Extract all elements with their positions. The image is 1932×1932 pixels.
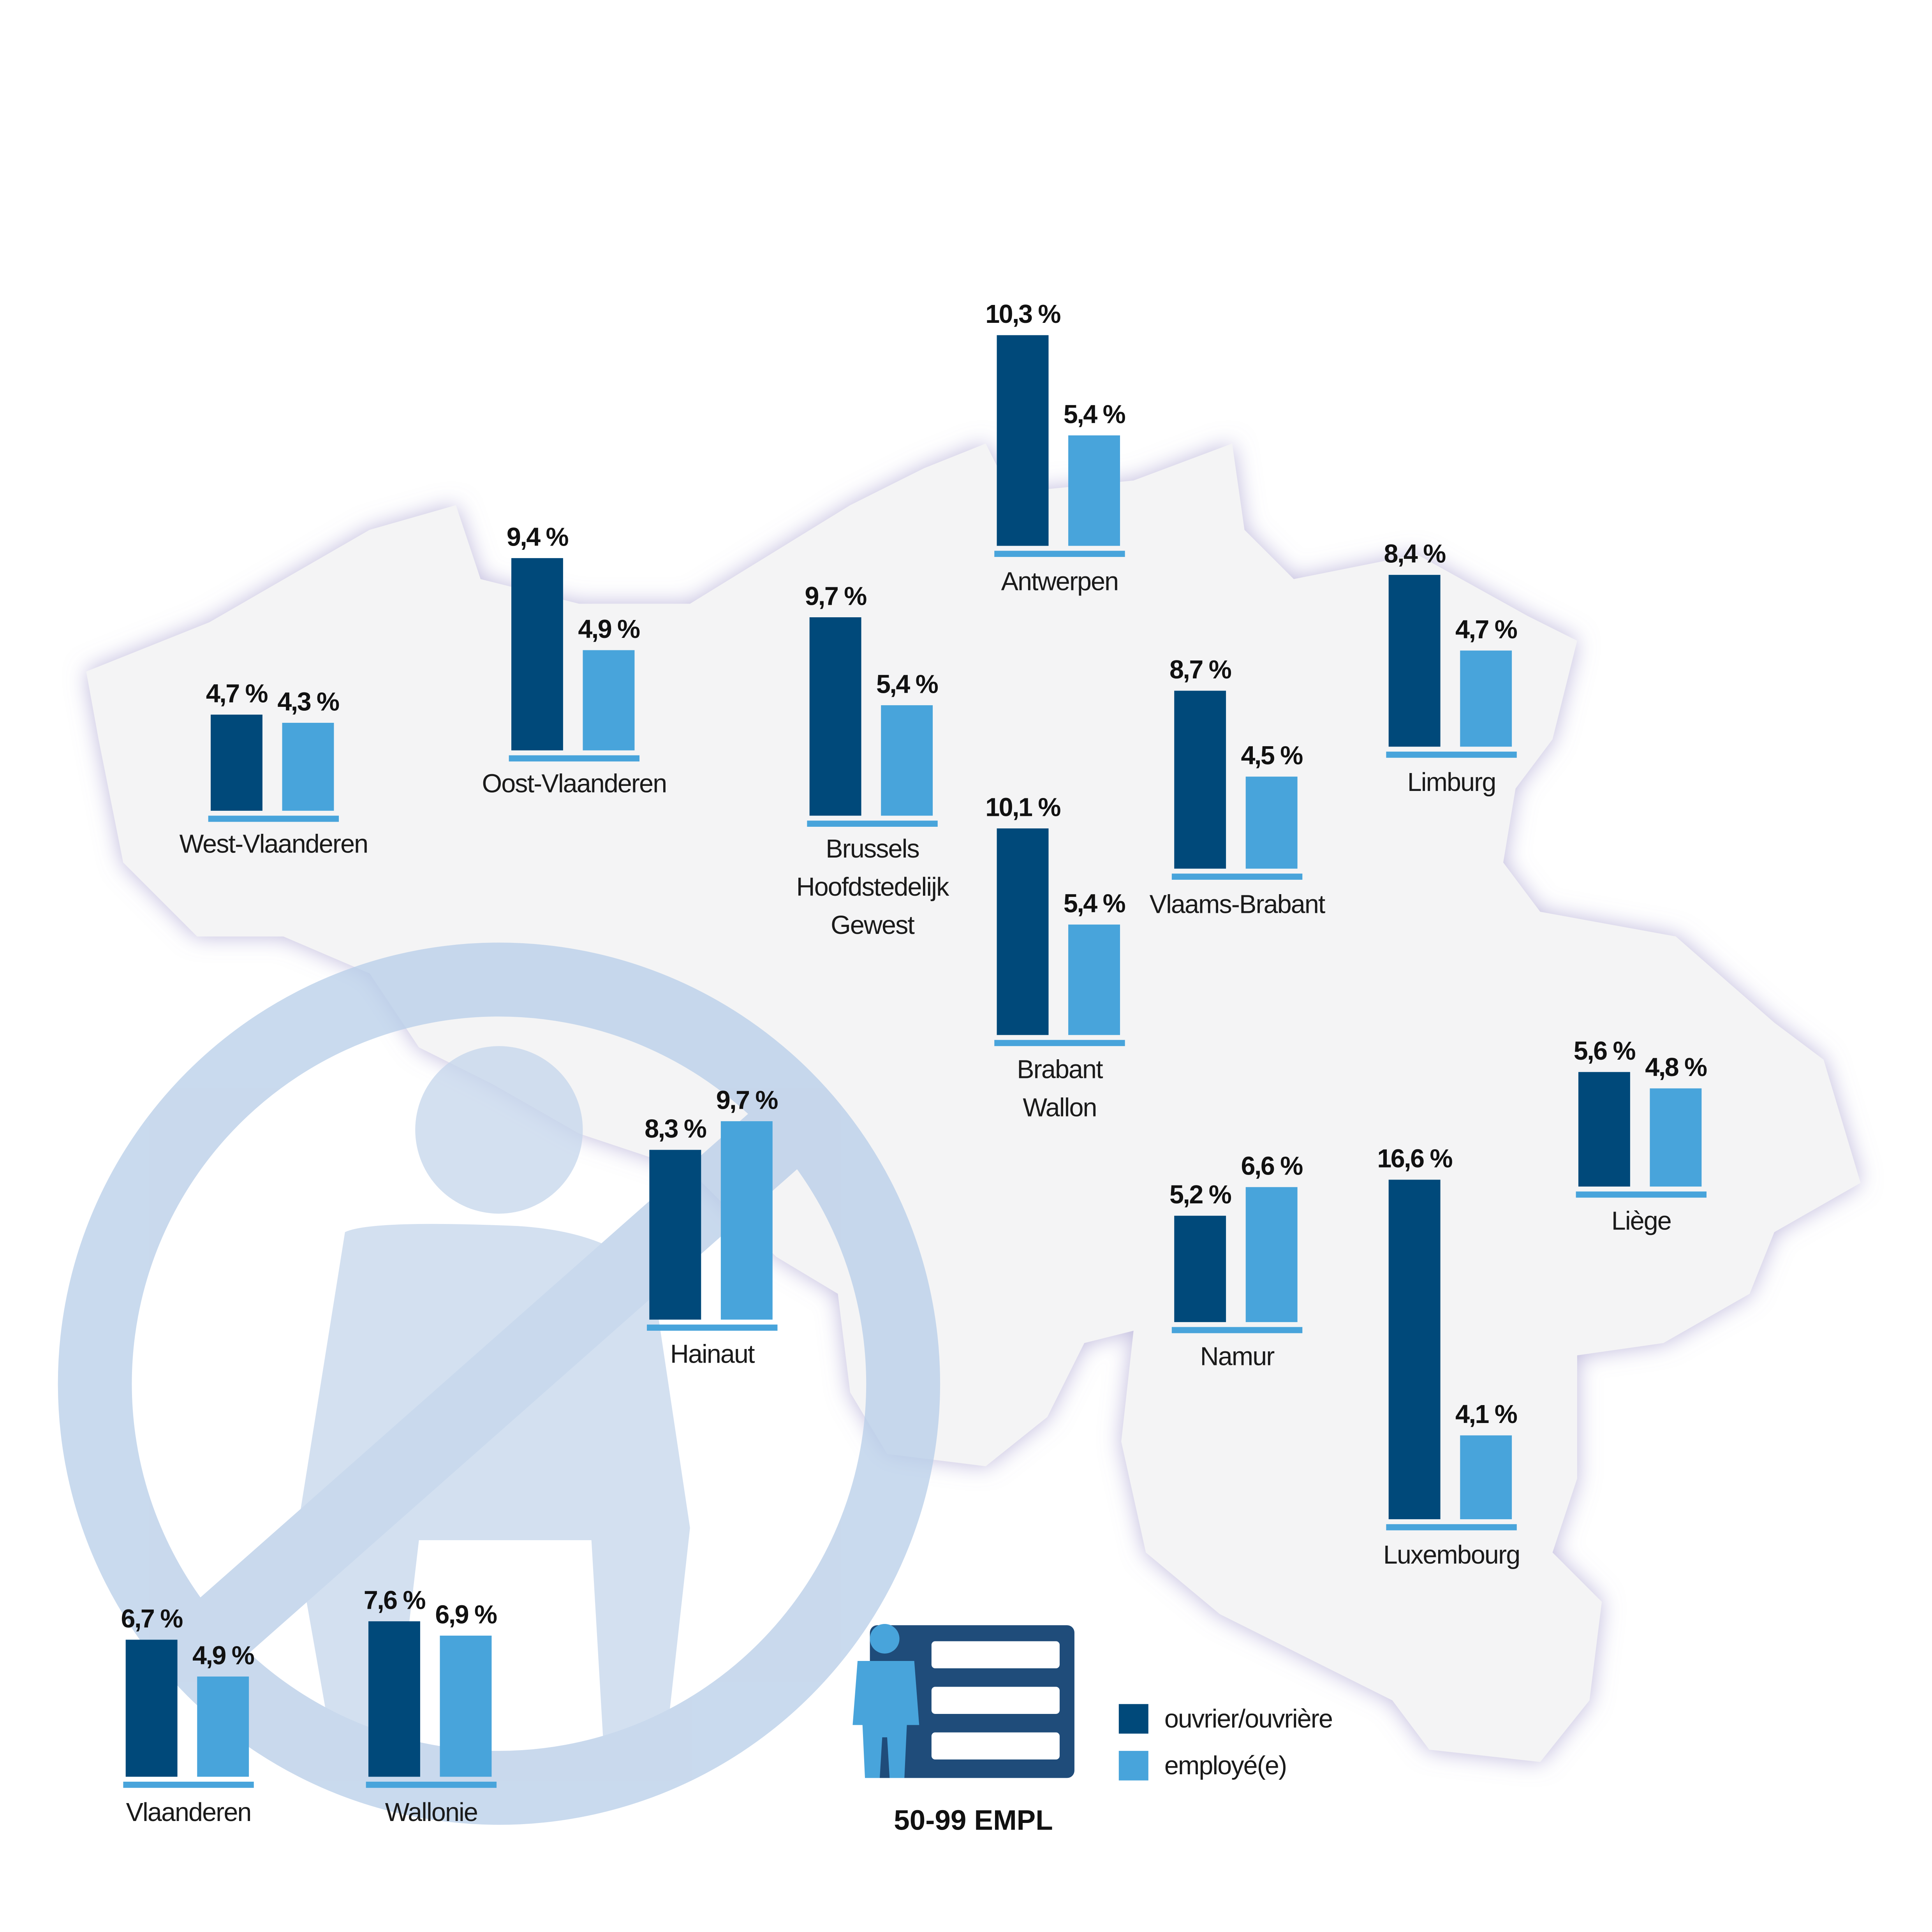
bar: [1578, 1072, 1630, 1187]
bar: [881, 705, 933, 816]
bar: [997, 828, 1049, 1035]
value-label: 16,6 %: [1377, 1145, 1452, 1173]
legend-label: employé(e): [1164, 1751, 1286, 1780]
baseline-underline: [994, 551, 1125, 557]
baseline-underline: [509, 755, 640, 762]
value-label: 9,4 %: [507, 523, 569, 551]
value-label: 6,7 %: [121, 1604, 183, 1633]
bar: [1388, 575, 1441, 747]
region-label: Brussels Hoofdstedelijk Gewest: [796, 835, 949, 940]
baseline-underline: [366, 1782, 497, 1788]
baseline-underline: [994, 1040, 1125, 1046]
baseline-underline: [1386, 751, 1517, 758]
bar: [511, 558, 563, 750]
bar: [720, 1121, 773, 1320]
bar: [440, 1635, 492, 1777]
baseline-underline: [208, 815, 339, 822]
region-label: Limburg: [1407, 768, 1496, 797]
value-label: 5,6 %: [1574, 1037, 1636, 1066]
value-label: 4,7 %: [1455, 615, 1517, 644]
bar: [1650, 1088, 1702, 1187]
chart-title: 50-99 EMPL: [894, 1804, 1053, 1836]
value-label: 4,7 %: [206, 679, 268, 708]
bar: [125, 1640, 178, 1777]
bar: [583, 650, 635, 750]
value-label: 4,1 %: [1455, 1400, 1517, 1429]
bar: [1174, 1215, 1226, 1322]
value-label: 5,4 %: [876, 670, 938, 699]
baseline-underline: [1171, 874, 1303, 880]
bar: [1068, 435, 1120, 546]
value-label: 4,9 %: [578, 615, 640, 644]
bar: [197, 1676, 249, 1777]
bar: [282, 723, 334, 811]
value-label: 4,3 %: [277, 687, 339, 716]
bar: [1460, 650, 1512, 747]
bar: [809, 617, 861, 816]
region-label: Antwerpen: [1001, 567, 1118, 596]
value-label: 6,9 %: [435, 1600, 497, 1629]
bar: [1245, 777, 1298, 869]
baseline-underline: [1386, 1524, 1517, 1530]
bar: [1388, 1180, 1441, 1520]
value-label: 8,7 %: [1169, 655, 1231, 684]
region-label: Vlaanderen: [126, 1798, 251, 1827]
staff-icon: [852, 1624, 1074, 1778]
value-label: 4,8 %: [1645, 1053, 1707, 1082]
baseline-underline: [1171, 1327, 1303, 1333]
bar: [1174, 690, 1226, 869]
value-label: 6,6 %: [1241, 1152, 1303, 1181]
baseline-underline: [647, 1324, 778, 1331]
value-label: 5,4 %: [1064, 889, 1125, 918]
bar: [368, 1621, 420, 1777]
bar: [1245, 1187, 1298, 1322]
region-label: West-Vlaanderen: [180, 830, 368, 858]
region-label: Namur: [1200, 1342, 1275, 1371]
bar: [211, 715, 262, 811]
bar: [649, 1150, 701, 1320]
legend-swatch: [1118, 1704, 1148, 1734]
legend-swatch: [1118, 1751, 1148, 1781]
baseline-underline: [807, 821, 938, 827]
value-label: 4,9 %: [192, 1641, 254, 1670]
bar: [997, 335, 1049, 546]
region-label: Hainaut: [670, 1340, 755, 1368]
bar: [1460, 1435, 1512, 1520]
region-label: Brabant Wallon: [1017, 1055, 1103, 1122]
region-label: Vlaams-Brabant: [1150, 890, 1325, 919]
value-label: 5,2 %: [1169, 1180, 1231, 1209]
value-label: 5,4 %: [1064, 400, 1125, 429]
value-label: 8,4 %: [1384, 540, 1446, 569]
baseline-underline: [1576, 1191, 1707, 1198]
value-label: 8,3 %: [645, 1115, 706, 1143]
bar: [1068, 925, 1120, 1035]
legend-label: ouvrier/ouvrière: [1164, 1705, 1332, 1733]
value-label: 10,1 %: [985, 793, 1060, 822]
value-label: 7,6 %: [364, 1586, 426, 1615]
baseline-underline: [123, 1782, 254, 1788]
region-label: Oost-Vlaanderen: [482, 769, 666, 798]
value-label: 10,3 %: [985, 300, 1060, 329]
region-label: Luxembourg: [1383, 1541, 1520, 1569]
value-label: 4,5 %: [1241, 741, 1303, 770]
value-label: 9,7 %: [716, 1086, 778, 1115]
region-label: Liège: [1611, 1207, 1671, 1236]
region-label: Wallonie: [385, 1798, 477, 1827]
value-label: 9,7 %: [805, 582, 867, 611]
